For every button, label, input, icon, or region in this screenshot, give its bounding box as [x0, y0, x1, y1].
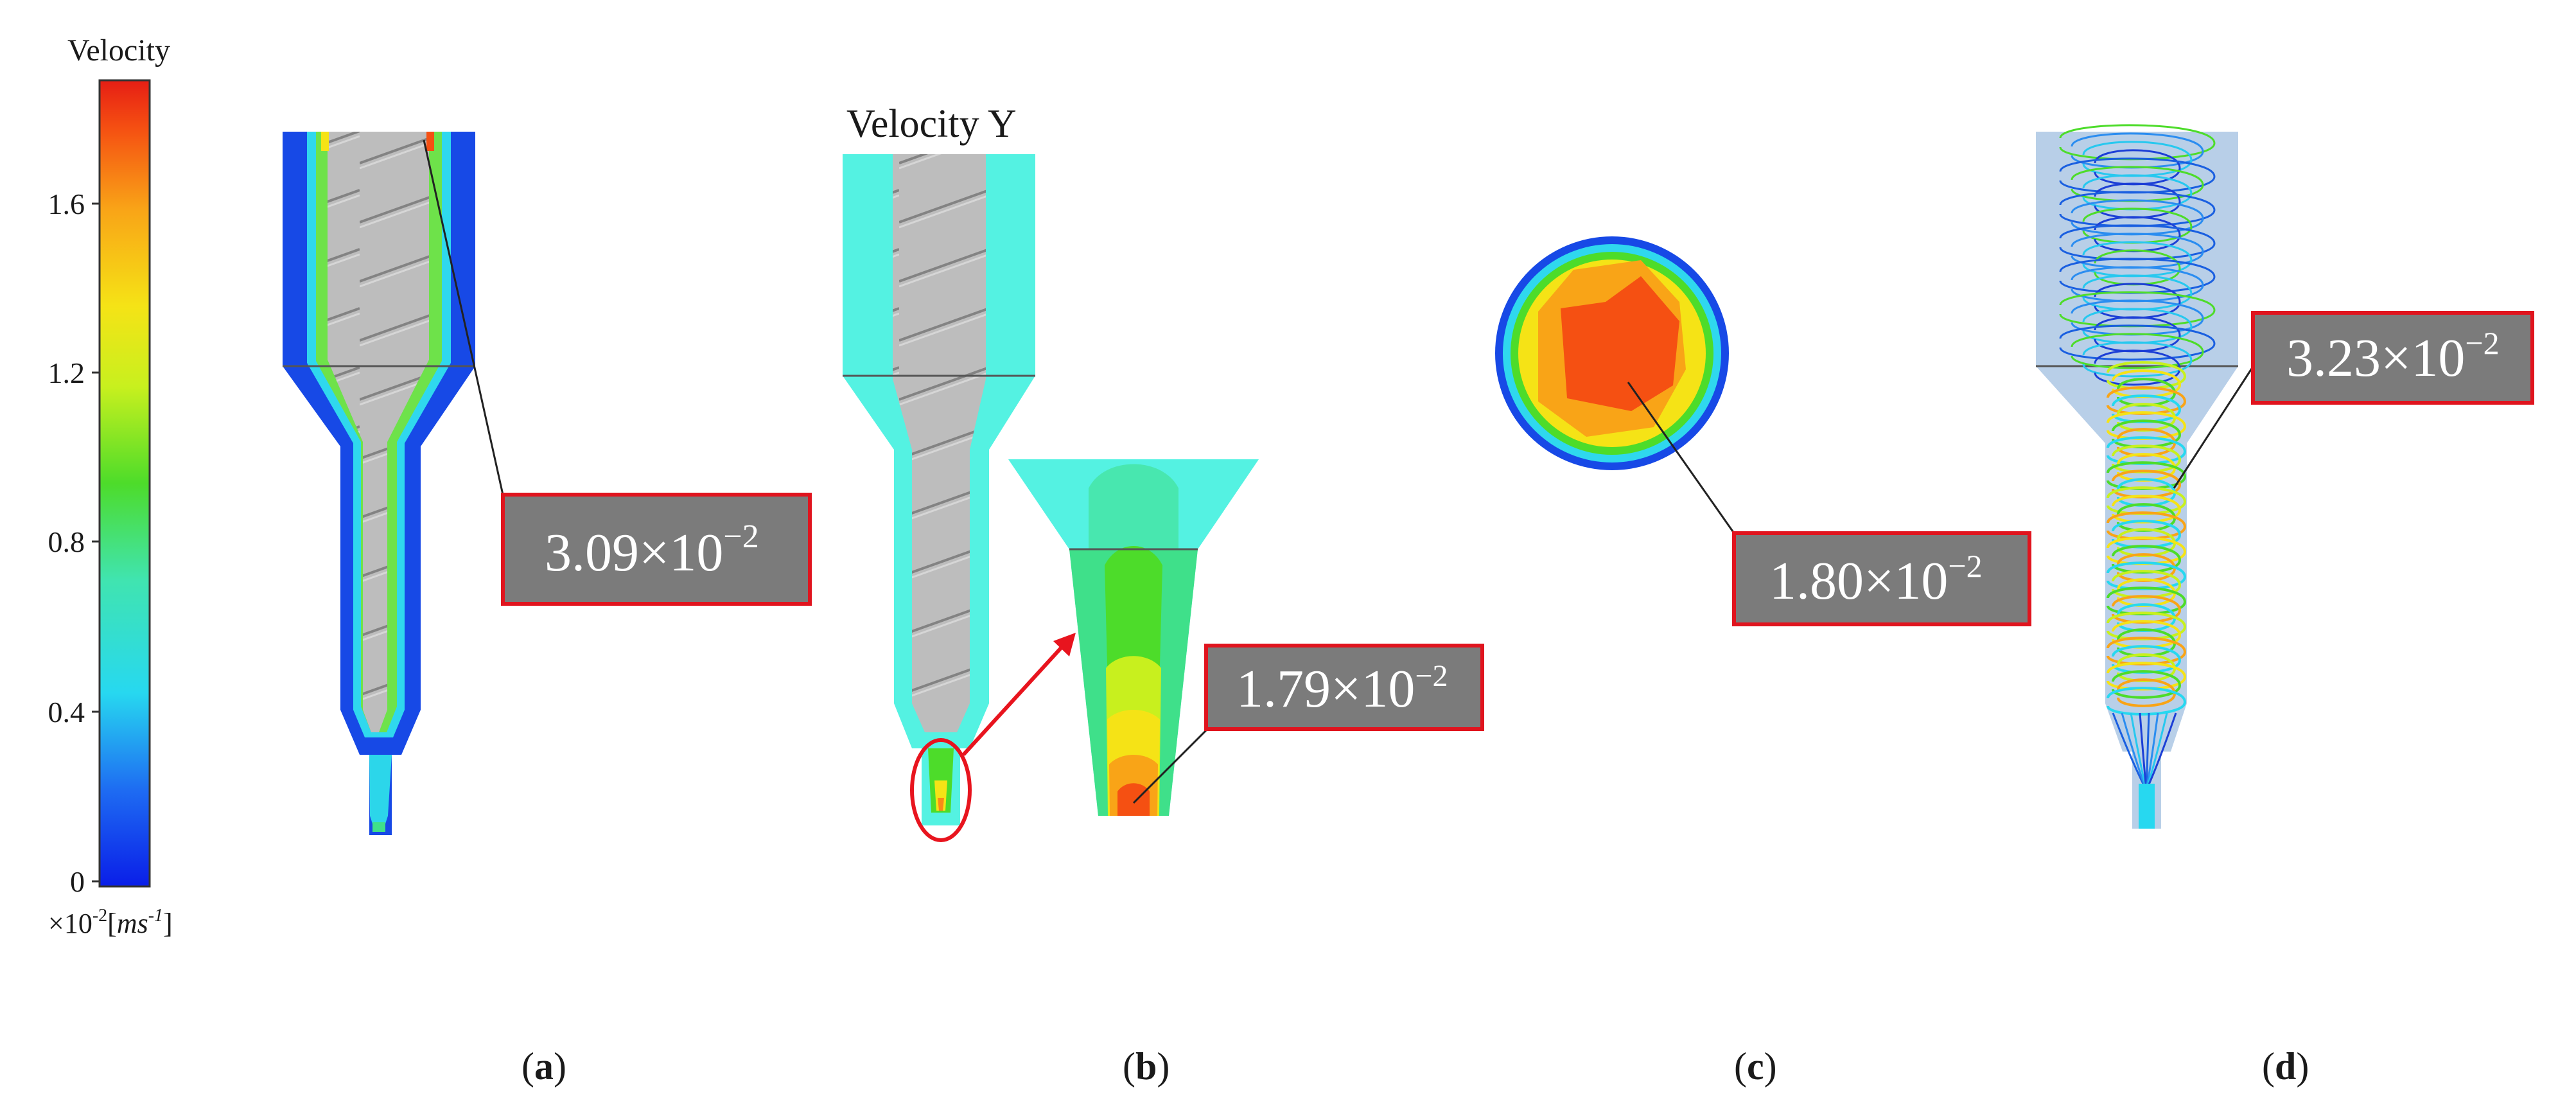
- panel-d-letter: d: [2275, 1045, 2296, 1088]
- panel-c-callout-mantissa: 1.80×10: [1769, 551, 1948, 611]
- panel-b-zoom-inset: [1008, 459, 1259, 816]
- panel-b-callout-box: [1204, 644, 1484, 731]
- unit-exponent: -2: [92, 906, 107, 926]
- colorbar-ticks: 0 0.4 0.8 1.2 1.6: [48, 188, 100, 898]
- colorbar-tick-label: 0.8: [48, 525, 85, 558]
- panel-a-callout-mantissa: 3.09×10: [545, 523, 723, 583]
- panel-b-nozzle-yellow: [934, 780, 947, 811]
- colorbar-tick-label: 0: [70, 865, 85, 898]
- panel-c-callout: 1.80×10−2: [1732, 531, 2031, 626]
- colorbar-gradient: [98, 79, 151, 888]
- inset-green-top: [1089, 464, 1178, 549]
- panel-b-callout-exponent: −2: [1415, 659, 1448, 693]
- panel-b-highlight-ellipse: [910, 738, 972, 842]
- panel-a-screw-threads: [328, 132, 429, 732]
- panel-a-nozzle: [369, 755, 392, 832]
- streamline-upper: [2071, 266, 2204, 303]
- panel-d-label: (d): [2262, 1045, 2309, 1088]
- streamline-upper: [2082, 274, 2193, 311]
- panel-a-letter: a: [534, 1045, 554, 1088]
- colorbar-tick-label: 0.4: [48, 696, 85, 728]
- streamline-upper: [2082, 174, 2193, 211]
- panel-d-callout-mantissa: 3.23×10: [2286, 328, 2465, 388]
- streamline-upper: [2071, 132, 2204, 169]
- panel-c-red: [1561, 276, 1679, 411]
- streamline-upper: [2094, 316, 2181, 353]
- panel-a-leader: [423, 139, 504, 495]
- panel-b-arrow-head: [1053, 633, 1076, 656]
- panel-d-callout-exponent: −2: [2465, 325, 2499, 361]
- unit-bracket-close: ]: [163, 908, 173, 939]
- panel-a-contour: [283, 132, 504, 835]
- panel-d-callout: 3.23×10−2: [2251, 311, 2534, 405]
- panel-b-leader: [1132, 728, 1209, 804]
- streamline-upper: [2071, 233, 2204, 269]
- panel-c-contour: [1495, 236, 1735, 534]
- panel-b-screw-threads: [893, 154, 986, 732]
- panel-a-callout-exponent: −2: [723, 518, 758, 555]
- panel-b-arrow-line: [961, 640, 1068, 757]
- colorbar-unit: ×10-2[ms-1]: [48, 906, 173, 939]
- colorbar: Velocity 0 0.4 0.8 1.2 1.6 ×10-2[ms-1]: [48, 33, 173, 939]
- inset-red: [1117, 783, 1150, 816]
- panel-c-callout-text: 1.80×10−2: [1769, 548, 1983, 611]
- panel-c-label: (c): [1734, 1045, 1777, 1088]
- streamline-upper: [2082, 207, 2193, 244]
- streamline-upper: [2082, 241, 2193, 278]
- panel-d-leader: [2173, 359, 2259, 489]
- panel-b-nozzle-orange: [938, 798, 944, 811]
- streamline-upper: [2094, 249, 2181, 286]
- panel-b-title: Velocity Y: [846, 102, 1017, 146]
- unit-prefix: ×10: [48, 908, 92, 939]
- streamline-upper: [2094, 283, 2181, 319]
- panel-a-label: (a): [521, 1045, 566, 1088]
- panel-d-callout-text: 3.23×10−2: [2286, 325, 2500, 388]
- unit-bracket-open: [: [107, 908, 117, 939]
- streamline-upper: [2071, 299, 2204, 336]
- panel-d-callout-box: [2251, 311, 2534, 405]
- panel-c-callout-box: [1732, 531, 2031, 626]
- panel-a-callout: 3.09×10−2: [501, 493, 812, 606]
- streamline-upper: [2071, 199, 2204, 236]
- panel-a-hotspot-left: [321, 132, 329, 151]
- colorbar-tick-label: 1.6: [48, 188, 85, 220]
- streamline-lower: [2112, 670, 2182, 699]
- panel-b-contour: [843, 154, 1076, 842]
- panel-b-callout-text: 1.79×10−2: [1236, 659, 1448, 719]
- unit-exponent-2: -1: [148, 906, 163, 926]
- panel-b-callout: 1.79×10−2: [1204, 644, 1484, 731]
- panel-d-nozzle-tip: [2139, 784, 2155, 829]
- colorbar-title: Velocity: [67, 33, 170, 67]
- unit-ms: ms: [117, 908, 148, 939]
- panel-b-label: (b): [1123, 1045, 1170, 1088]
- panel-c-leader: [1627, 382, 1735, 534]
- streamline-upper: [2071, 166, 2204, 202]
- streamline-upper: [2082, 141, 2193, 177]
- panel-a-callout-text: 3.09×10−2: [545, 518, 759, 583]
- panel-c-letter: c: [1747, 1045, 1764, 1088]
- streamline-upper: [2082, 308, 2193, 344]
- panel-a-nozzle-tip: [372, 822, 385, 832]
- panel-a-hotspot-right: [426, 132, 434, 151]
- panel-b-callout-mantissa: 1.79×10: [1236, 659, 1415, 719]
- panel-c-callout-exponent: −2: [1948, 548, 1982, 584]
- panel-d-streamlines: [2036, 124, 2259, 829]
- streamline-upper: [2094, 182, 2181, 219]
- colorbar-tick-label: 1.2: [48, 357, 85, 389]
- streamline-lower: [2107, 687, 2187, 716]
- streamline-upper: [2094, 216, 2181, 252]
- panel-a-callout-box: [501, 493, 812, 606]
- streamline-upper: [2082, 341, 2193, 378]
- streamline-upper: [2094, 149, 2181, 186]
- streamline-upper: [2071, 333, 2204, 369]
- panel-b-letter: b: [1135, 1045, 1157, 1088]
- panel-d-helix-lines: [2059, 124, 2216, 791]
